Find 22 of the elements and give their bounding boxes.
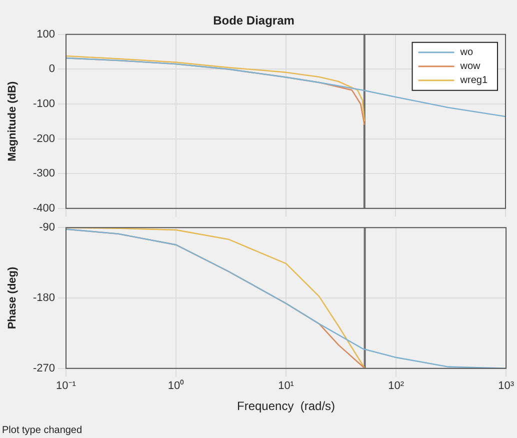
y-axis-title: Magnitude (dB) <box>6 81 19 162</box>
y-tick-label: -100 <box>32 98 55 110</box>
x-tick-label: 10¹ <box>278 380 294 392</box>
legend-label: wo <box>459 47 474 58</box>
x-tick-label: 10³ <box>498 380 514 392</box>
legend-label: wreg1 <box>459 75 488 86</box>
y-tick-label: -180 <box>32 292 55 304</box>
y-tick-label: -270 <box>32 362 55 374</box>
y-tick-label: -300 <box>32 168 55 180</box>
x-tick-label: 10² <box>388 380 404 392</box>
legend-label: wow <box>459 61 482 72</box>
y-tick-label: 100 <box>36 28 55 40</box>
y-axis-title: Phase (deg) <box>6 266 19 330</box>
text: Plot type changed <box>2 425 82 436</box>
y-tick-label: -400 <box>32 202 55 214</box>
chart-title: Bode Diagram <box>213 14 294 28</box>
y-tick-label: 0 <box>48 63 55 76</box>
x-tick-label: 10⁰ <box>168 379 184 392</box>
x-axis-title: Frequency (rad/s) <box>237 399 336 414</box>
x-tick-label: 10⁻¹ <box>56 380 76 392</box>
y-tick-label: -90 <box>39 222 55 234</box>
y-tick-label: -200 <box>32 132 55 145</box>
